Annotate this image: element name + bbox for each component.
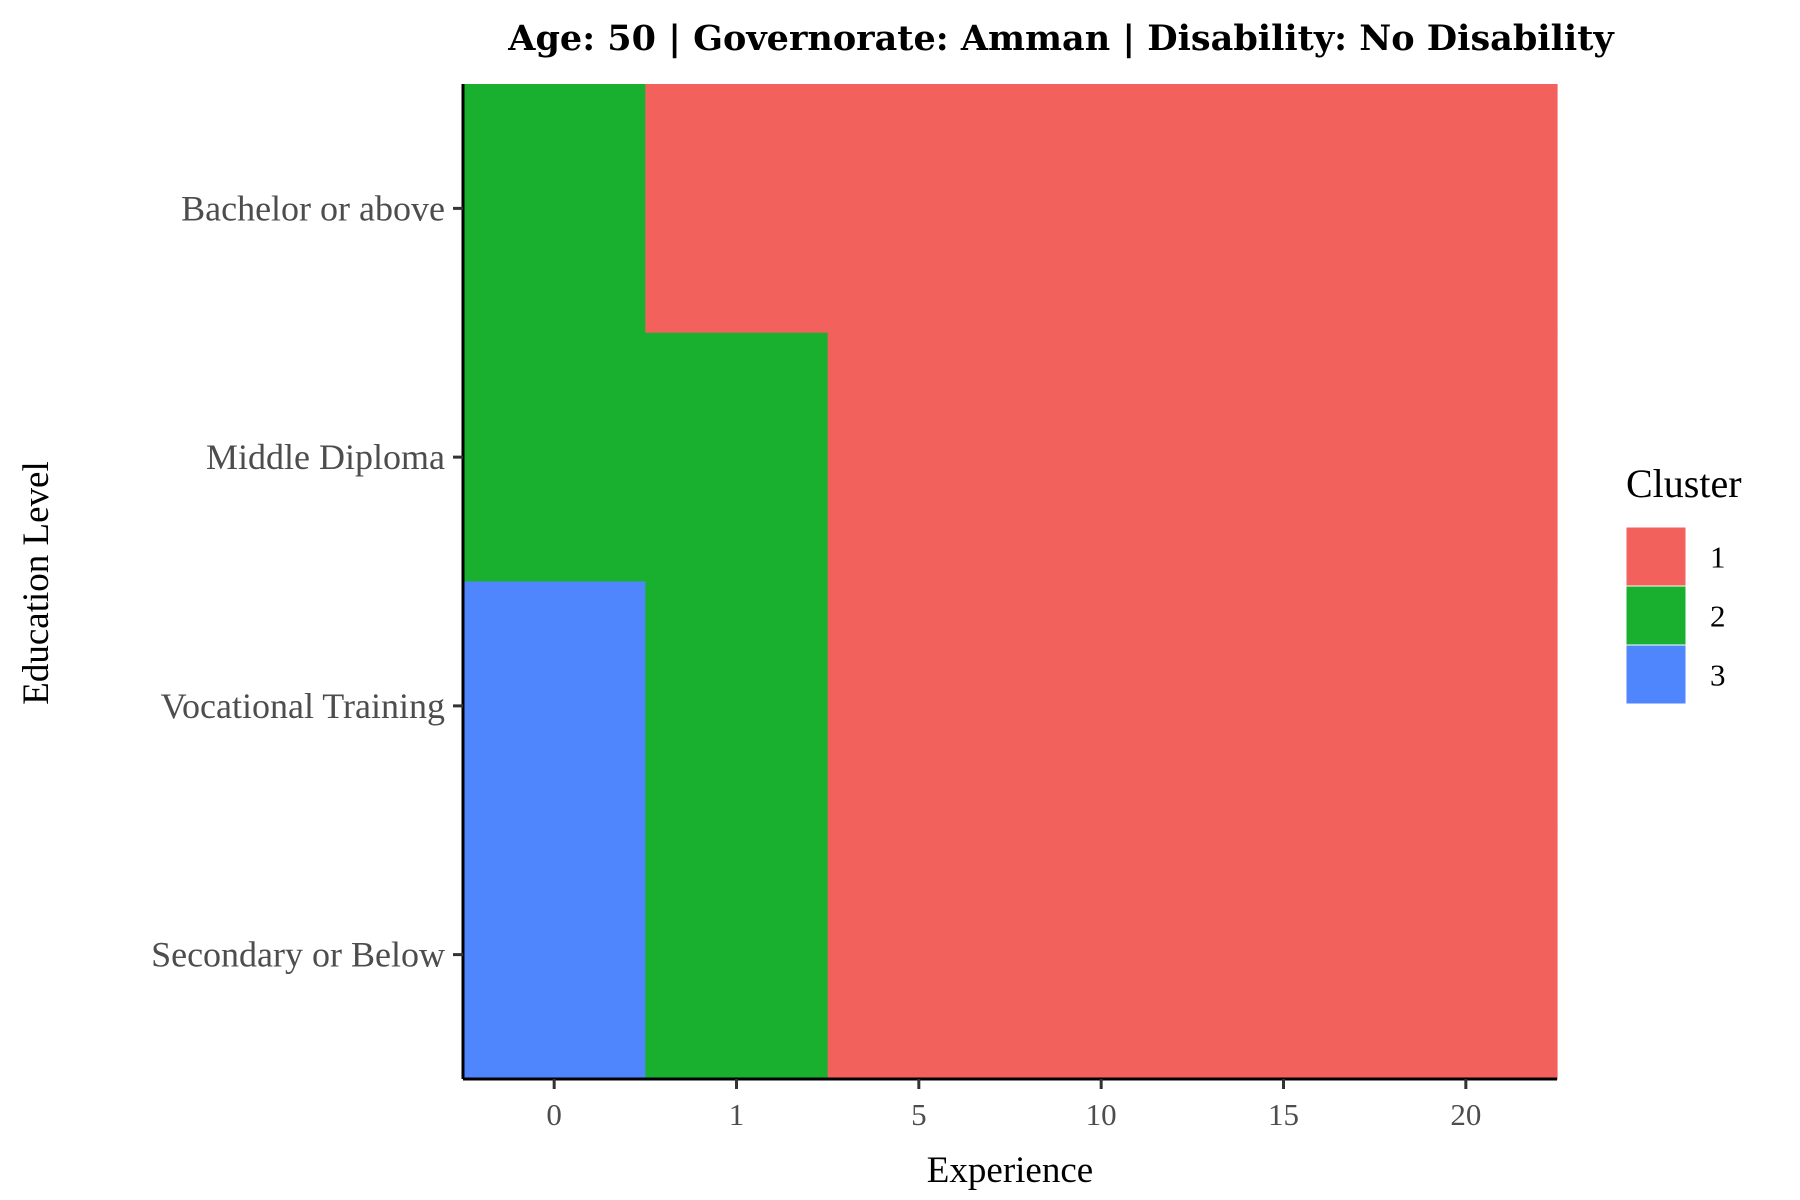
heatmap-cell (1192, 84, 1376, 334)
legend-title: Cluster (1626, 461, 1742, 506)
heatmap-cell (1010, 830, 1193, 1080)
y-axis-title: Education Level (16, 461, 57, 704)
x-tick-label: 0 (546, 1097, 562, 1132)
legend: Cluster 1 2 3 (1625, 461, 1742, 705)
heatmap-cell (1192, 332, 1376, 583)
heatmap-cell (645, 830, 829, 1080)
heatmap-cell (1192, 830, 1376, 1080)
y-tick-label: Secondary or Below (151, 935, 445, 975)
x-tick-label: 10 (1086, 1097, 1117, 1132)
heatmap-cell (1010, 84, 1193, 334)
legend-label: 2 (1710, 599, 1726, 634)
heatmap-cells (463, 84, 1558, 1080)
legend-key (1625, 644, 1687, 705)
heatmap-cell (1374, 84, 1558, 334)
legend-key (1625, 585, 1687, 646)
heatmap-cell (1192, 581, 1376, 831)
legend-key (1625, 526, 1687, 587)
y-tick-label: Bachelor or above (181, 188, 445, 228)
y-tick-label: Vocational Training (161, 686, 445, 726)
heatmap-cell (645, 581, 829, 831)
chart-title: Age: 50 | Governorate: Amman | Disabilit… (507, 18, 1615, 59)
heatmap-cell (827, 581, 1011, 831)
y-tick-label: Middle Diploma (206, 437, 445, 477)
heatmap-cell (827, 332, 1011, 583)
heatmap-cell (827, 84, 1011, 334)
heatmap-cell (1010, 581, 1193, 831)
x-axis-ticks: 0 1 5 10 15 20 (546, 1079, 1481, 1132)
y-axis-ticks: Bachelor or above Middle Diploma Vocationa… (151, 188, 463, 975)
heatmap-cell (463, 830, 646, 1080)
heatmap-cell (1374, 332, 1558, 583)
x-tick-label: 5 (911, 1097, 927, 1132)
legend-label: 1 (1710, 540, 1726, 575)
heatmap-cell (463, 332, 646, 583)
legend-label: 3 (1710, 658, 1726, 693)
heatmap-cell (1374, 581, 1558, 831)
x-axis-title: Experience (927, 1150, 1093, 1191)
heatmap-cell (645, 84, 829, 334)
heatmap-cell (1010, 332, 1193, 583)
heatmap-cell (827, 830, 1011, 1080)
x-tick-label: 1 (729, 1097, 745, 1132)
x-tick-label: 20 (1450, 1097, 1481, 1132)
heatmap-cell (645, 332, 829, 583)
x-tick-label: 15 (1268, 1097, 1299, 1132)
heatmap-cell (463, 84, 646, 334)
heatmap-cell (1374, 830, 1558, 1080)
heatmap-cell (463, 581, 646, 831)
